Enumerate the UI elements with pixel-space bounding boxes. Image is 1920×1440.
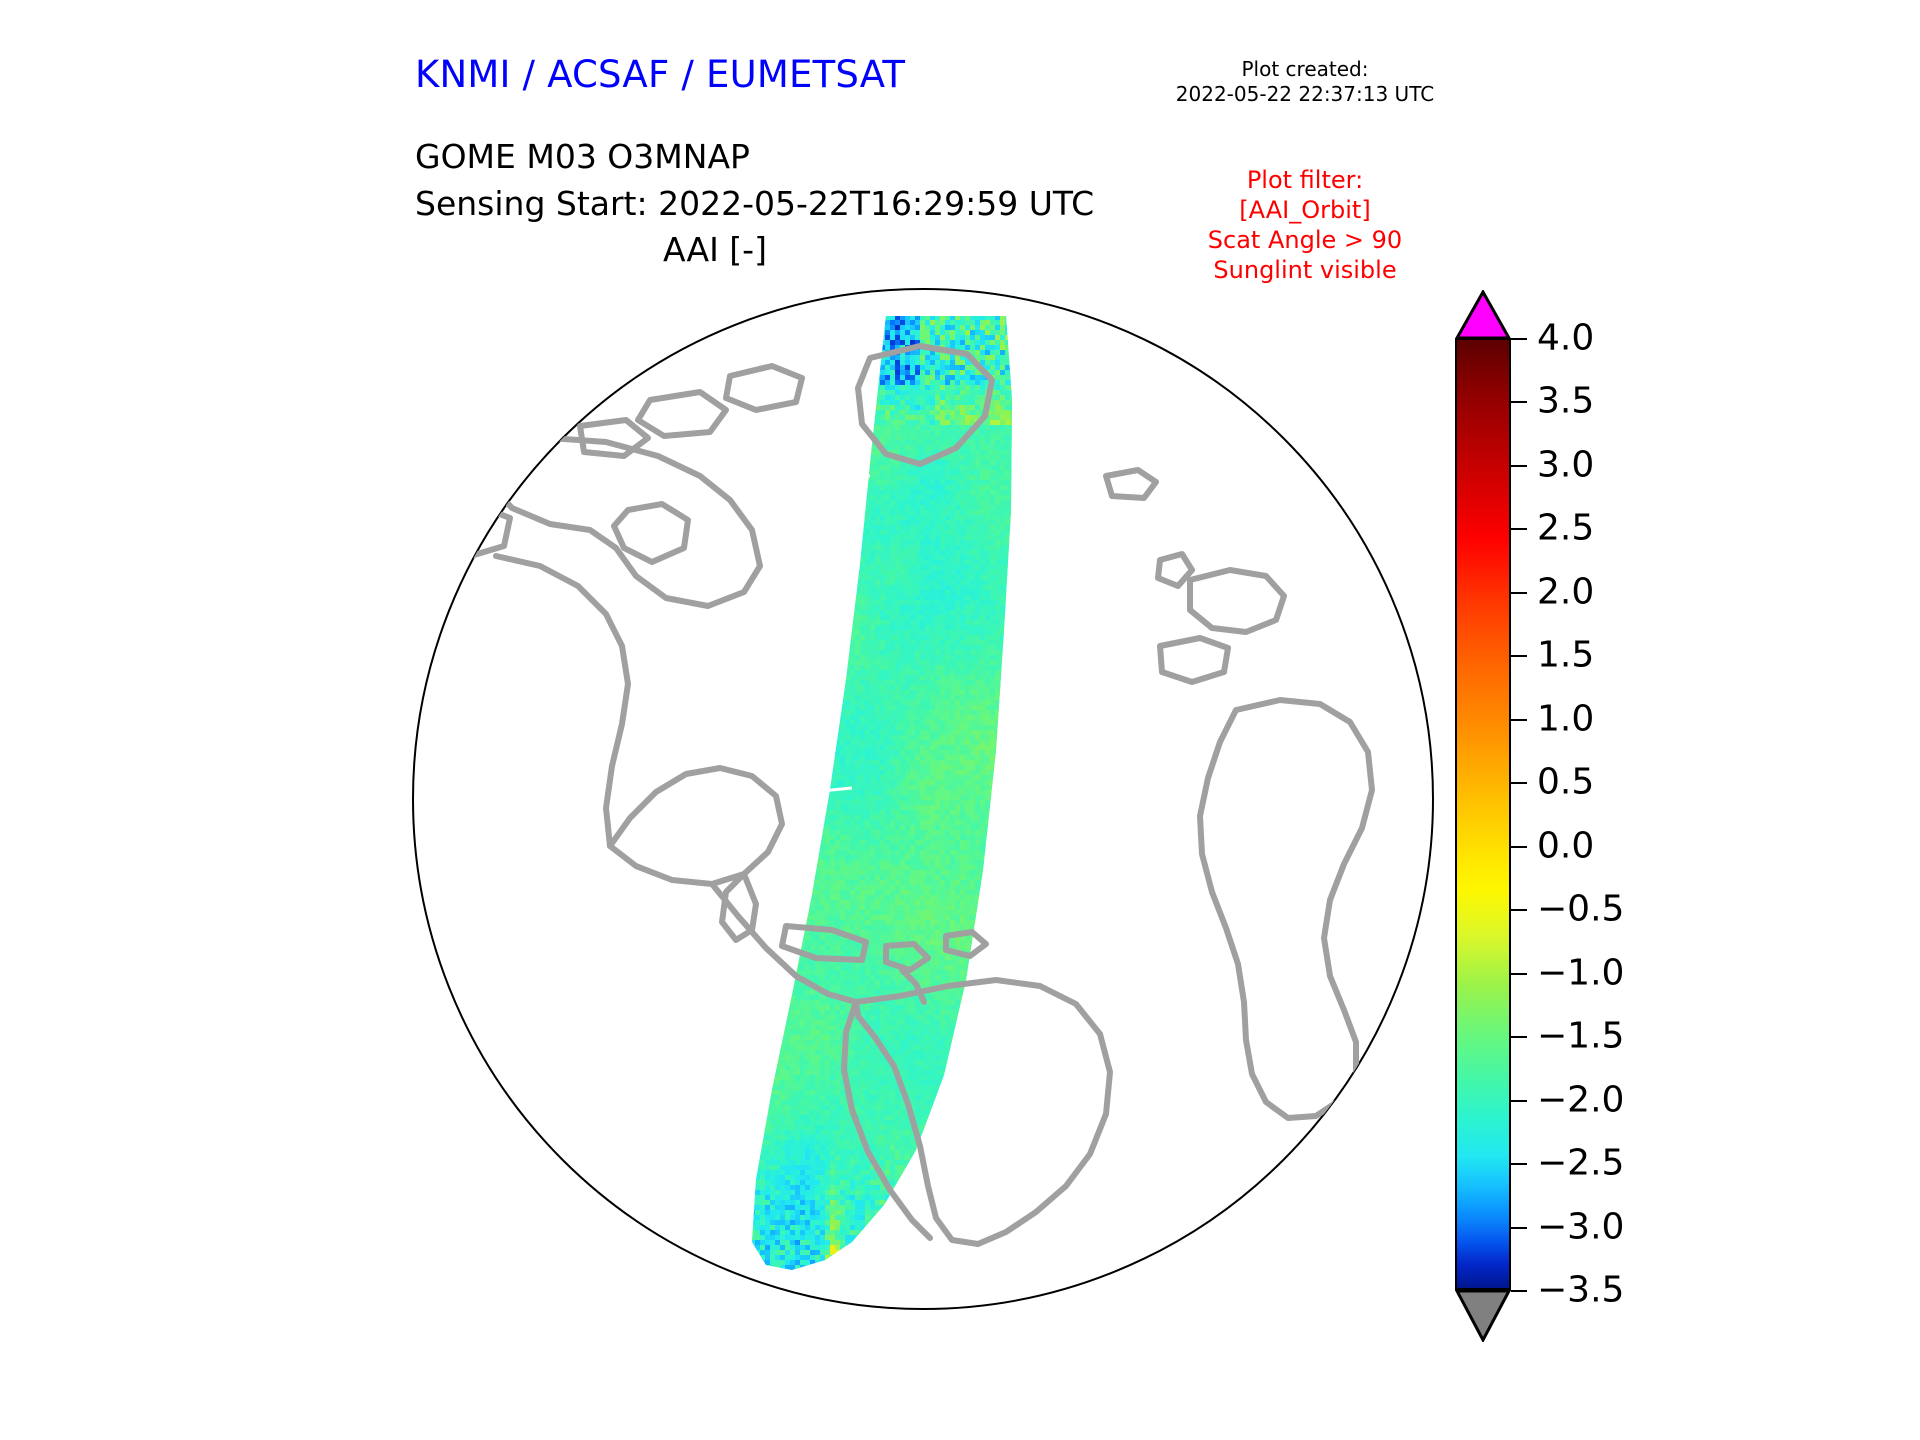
- map-panel: [400, 280, 1440, 1325]
- plot-created-block: Plot created: 2022-05-22 22:37:13 UTC: [1105, 57, 1505, 107]
- colorbar-tick-label: −3.5: [1537, 1269, 1625, 1311]
- colorbar-tick: [1511, 1099, 1527, 1102]
- colorbar-tick: [1511, 1163, 1527, 1166]
- colorbar-tick-label: 3.0: [1537, 444, 1595, 486]
- colorbar-tick: [1511, 718, 1527, 721]
- colorbar-tick: [1511, 909, 1527, 912]
- colorbar-tick: [1511, 464, 1527, 467]
- organisation-header: KNMI / ACSAF / EUMETSAT: [415, 53, 906, 96]
- colorbar-tick-label: −2.0: [1537, 1079, 1625, 1121]
- colorbar-tick-label: 2.5: [1537, 507, 1595, 549]
- colorbar-tick: [1511, 591, 1527, 594]
- colorbar-under-arrow-outline: [1455, 1290, 1511, 1342]
- colorbar-tick-label: 0.5: [1537, 761, 1595, 803]
- map-graphics: [427, 316, 1375, 1270]
- colorbar-tick: [1511, 338, 1527, 340]
- sensing-start-label: Sensing Start: 2022-05-22T16:29:59 UTC: [415, 184, 1095, 223]
- plot-filter-block: Plot filter: [AAI_Orbit] Scat Angle > 90…: [1105, 165, 1505, 285]
- colorbar: 4.0 3.5 3.0 2.5 2.0 1.5 1.0 0.5 0.0 −0.5 −1.0 −1.5 −…: [1455, 290, 1624, 1342]
- colorbar-tick-label: 4.0: [1537, 317, 1595, 359]
- colorbar-tick: [1511, 1036, 1527, 1039]
- satellite-swath: [752, 316, 1012, 1270]
- colorbar-tick: [1511, 401, 1527, 404]
- colorbar-tick: [1511, 655, 1527, 658]
- colorbar-tick: [1511, 972, 1527, 975]
- coastlines: [427, 343, 1375, 1247]
- plot-created-label: Plot created:: [1241, 57, 1369, 81]
- colorbar-tick: [1511, 782, 1527, 785]
- colorbar-tick-label: −2.5: [1537, 1142, 1625, 1184]
- colorbar-tick-label: 0.0: [1537, 825, 1595, 867]
- colorbar-gradient: [1455, 338, 1511, 1290]
- product-title: GOME M03 O3MNAP: [415, 137, 750, 176]
- colorbar-tick: [1511, 1290, 1527, 1292]
- colorbar-tick-label: −0.5: [1537, 888, 1625, 930]
- quantity-title: AAI [-]: [663, 230, 767, 269]
- colorbar-tick-label: 1.5: [1537, 634, 1595, 676]
- colorbar-tick-label: 1.0: [1537, 698, 1595, 740]
- colorbar-tick-label: −1.5: [1537, 1015, 1625, 1057]
- plot-filter-label: Plot filter:: [1246, 166, 1364, 194]
- colorbar-tick-label: −1.0: [1537, 952, 1625, 994]
- plot-created-time: 2022-05-22 22:37:13 UTC: [1175, 82, 1435, 106]
- colorbar-tick-label: 2.0: [1537, 571, 1595, 613]
- plot-filter-sunglint: Sunglint visible: [1213, 256, 1397, 284]
- colorbar-tick-label: −3.0: [1537, 1206, 1625, 1248]
- colorbar-tick: [1511, 845, 1527, 848]
- plot-filter-name: [AAI_Orbit]: [1239, 196, 1371, 224]
- colorbar-ticks: 4.0 3.5 3.0 2.5 2.0 1.5 1.0 0.5 0.0 −0.5 −1.0 −1.5 −…: [1455, 290, 1685, 1350]
- colorbar-tick: [1511, 1226, 1527, 1229]
- colorbar-tick-label: 3.5: [1537, 380, 1595, 422]
- colorbar-tick: [1511, 528, 1527, 531]
- plot-filter-scat-angle: Scat Angle > 90: [1207, 226, 1403, 254]
